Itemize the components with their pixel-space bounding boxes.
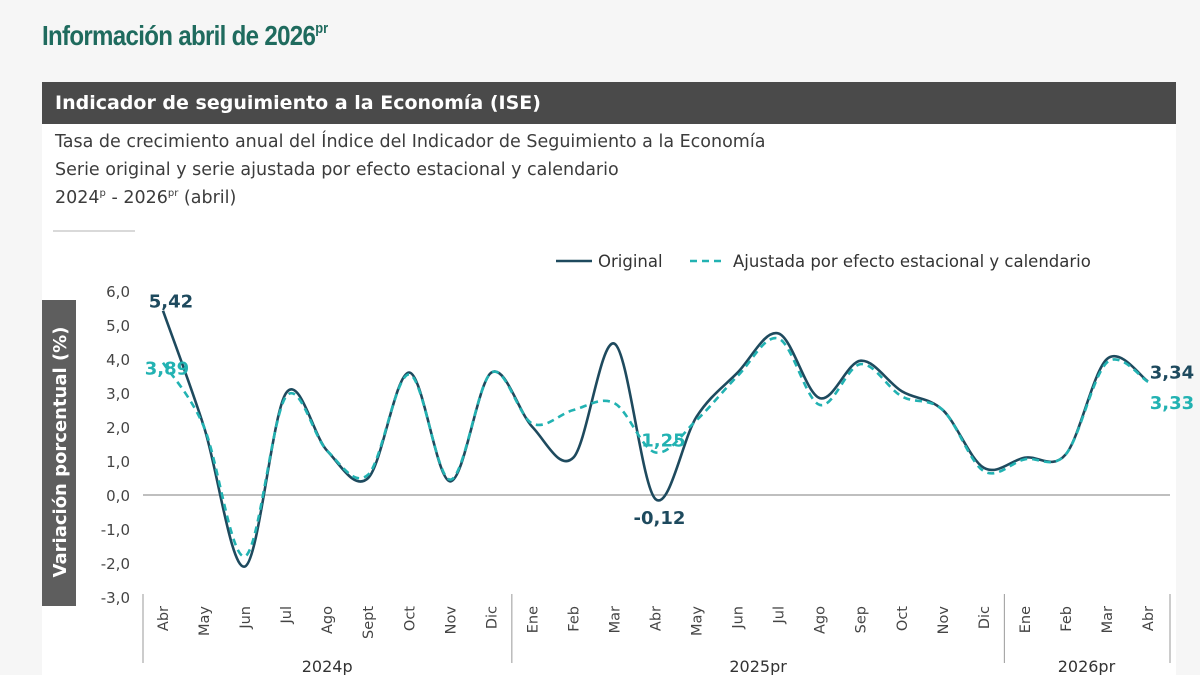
x-tick-label: May [690,606,706,636]
x-tick-label: Oct [895,606,911,631]
y-tick-label: 4,0 [106,351,130,369]
data-label: 3,34 [1150,362,1194,383]
x-tick-label: Oct [402,606,418,631]
y-axis-label: Variación porcentual (%) [50,327,71,578]
y-axis-label-box [42,300,76,606]
x-tick-label: Abr [649,606,665,631]
data-label: 3,33 [1150,393,1194,414]
page-title-text: Información abril de 2026 [42,20,316,51]
x-tick-label: Nov [936,606,952,635]
x-tick-label: Jun [731,606,747,630]
y-tick-label: -2,0 [101,555,130,573]
x-tick-label: Ago [320,606,336,634]
data-label: 3,89 [145,359,189,380]
year-group-label: 2026pr [1058,657,1116,675]
period-start-sup: p [99,188,106,200]
x-tick-label: Dic [977,606,993,629]
legend-adjusted-label: Ajustada por efecto estacional y calenda… [733,252,1091,271]
x-tick-label: Feb [1059,606,1075,632]
x-tick-label: May [197,606,213,636]
x-tick-label: Nov [443,606,459,635]
year-group-label: 2024p [302,657,353,675]
x-tick-label: Mar [607,606,623,633]
y-tick-label: 1,0 [106,453,130,471]
chart-card: Indicador de seguimiento a la Economía (… [42,82,1176,675]
y-tick-label: -1,0 [101,521,130,539]
chart-period: 2024p - 2026pr (abril) [55,188,236,208]
x-tick-label: Sep [854,606,870,633]
period-end-sup: pr [167,188,179,200]
legend-original-label: Original [598,252,663,271]
period-sep: - 2026 [105,188,168,208]
x-tick-label: Abr [156,606,172,631]
y-tick-label: 2,0 [106,419,130,437]
x-tick-label: Ago [813,606,829,634]
x-tick-label: Jul [772,606,788,625]
y-tick-label: 5,0 [106,317,130,335]
chart-subtitle-1: Tasa de crecimiento anual del Índice del… [55,132,766,152]
data-label: -0,12 [634,508,686,529]
x-tick-label: Ene [525,606,541,633]
y-tick-label: 6,0 [106,283,130,301]
x-tick-label: Jun [238,606,254,630]
y-tick-label: 3,0 [106,385,130,403]
period-tail: (abril) [178,188,237,208]
x-tick-label: Sept [361,606,377,639]
x-tick-label: Jul [279,606,295,625]
x-tick-label: Mar [1100,606,1116,633]
x-tick-label: Dic [484,606,500,629]
year-group-label: 2025pr [729,657,787,675]
series-adjusted-line [161,336,1149,558]
chart-subtitle-2: Serie original y serie ajustada por efec… [55,160,619,180]
data-label: 5,42 [149,292,193,313]
page-title: Información abril de 2026pr [42,20,328,52]
y-tick-label: -3,0 [101,589,130,607]
subtitle-divider [53,230,135,232]
data-label: 1,25 [641,431,685,452]
y-tick-label: 0,0 [106,487,130,505]
x-tick-label: Abr [1141,606,1157,631]
page-title-suffix: pr [315,20,329,37]
period-start: 2024 [55,188,100,208]
x-tick-label: Feb [566,606,582,632]
card-banner: Indicador de seguimiento a la Economía (… [42,82,1176,124]
x-tick-label: Ene [1018,606,1034,633]
